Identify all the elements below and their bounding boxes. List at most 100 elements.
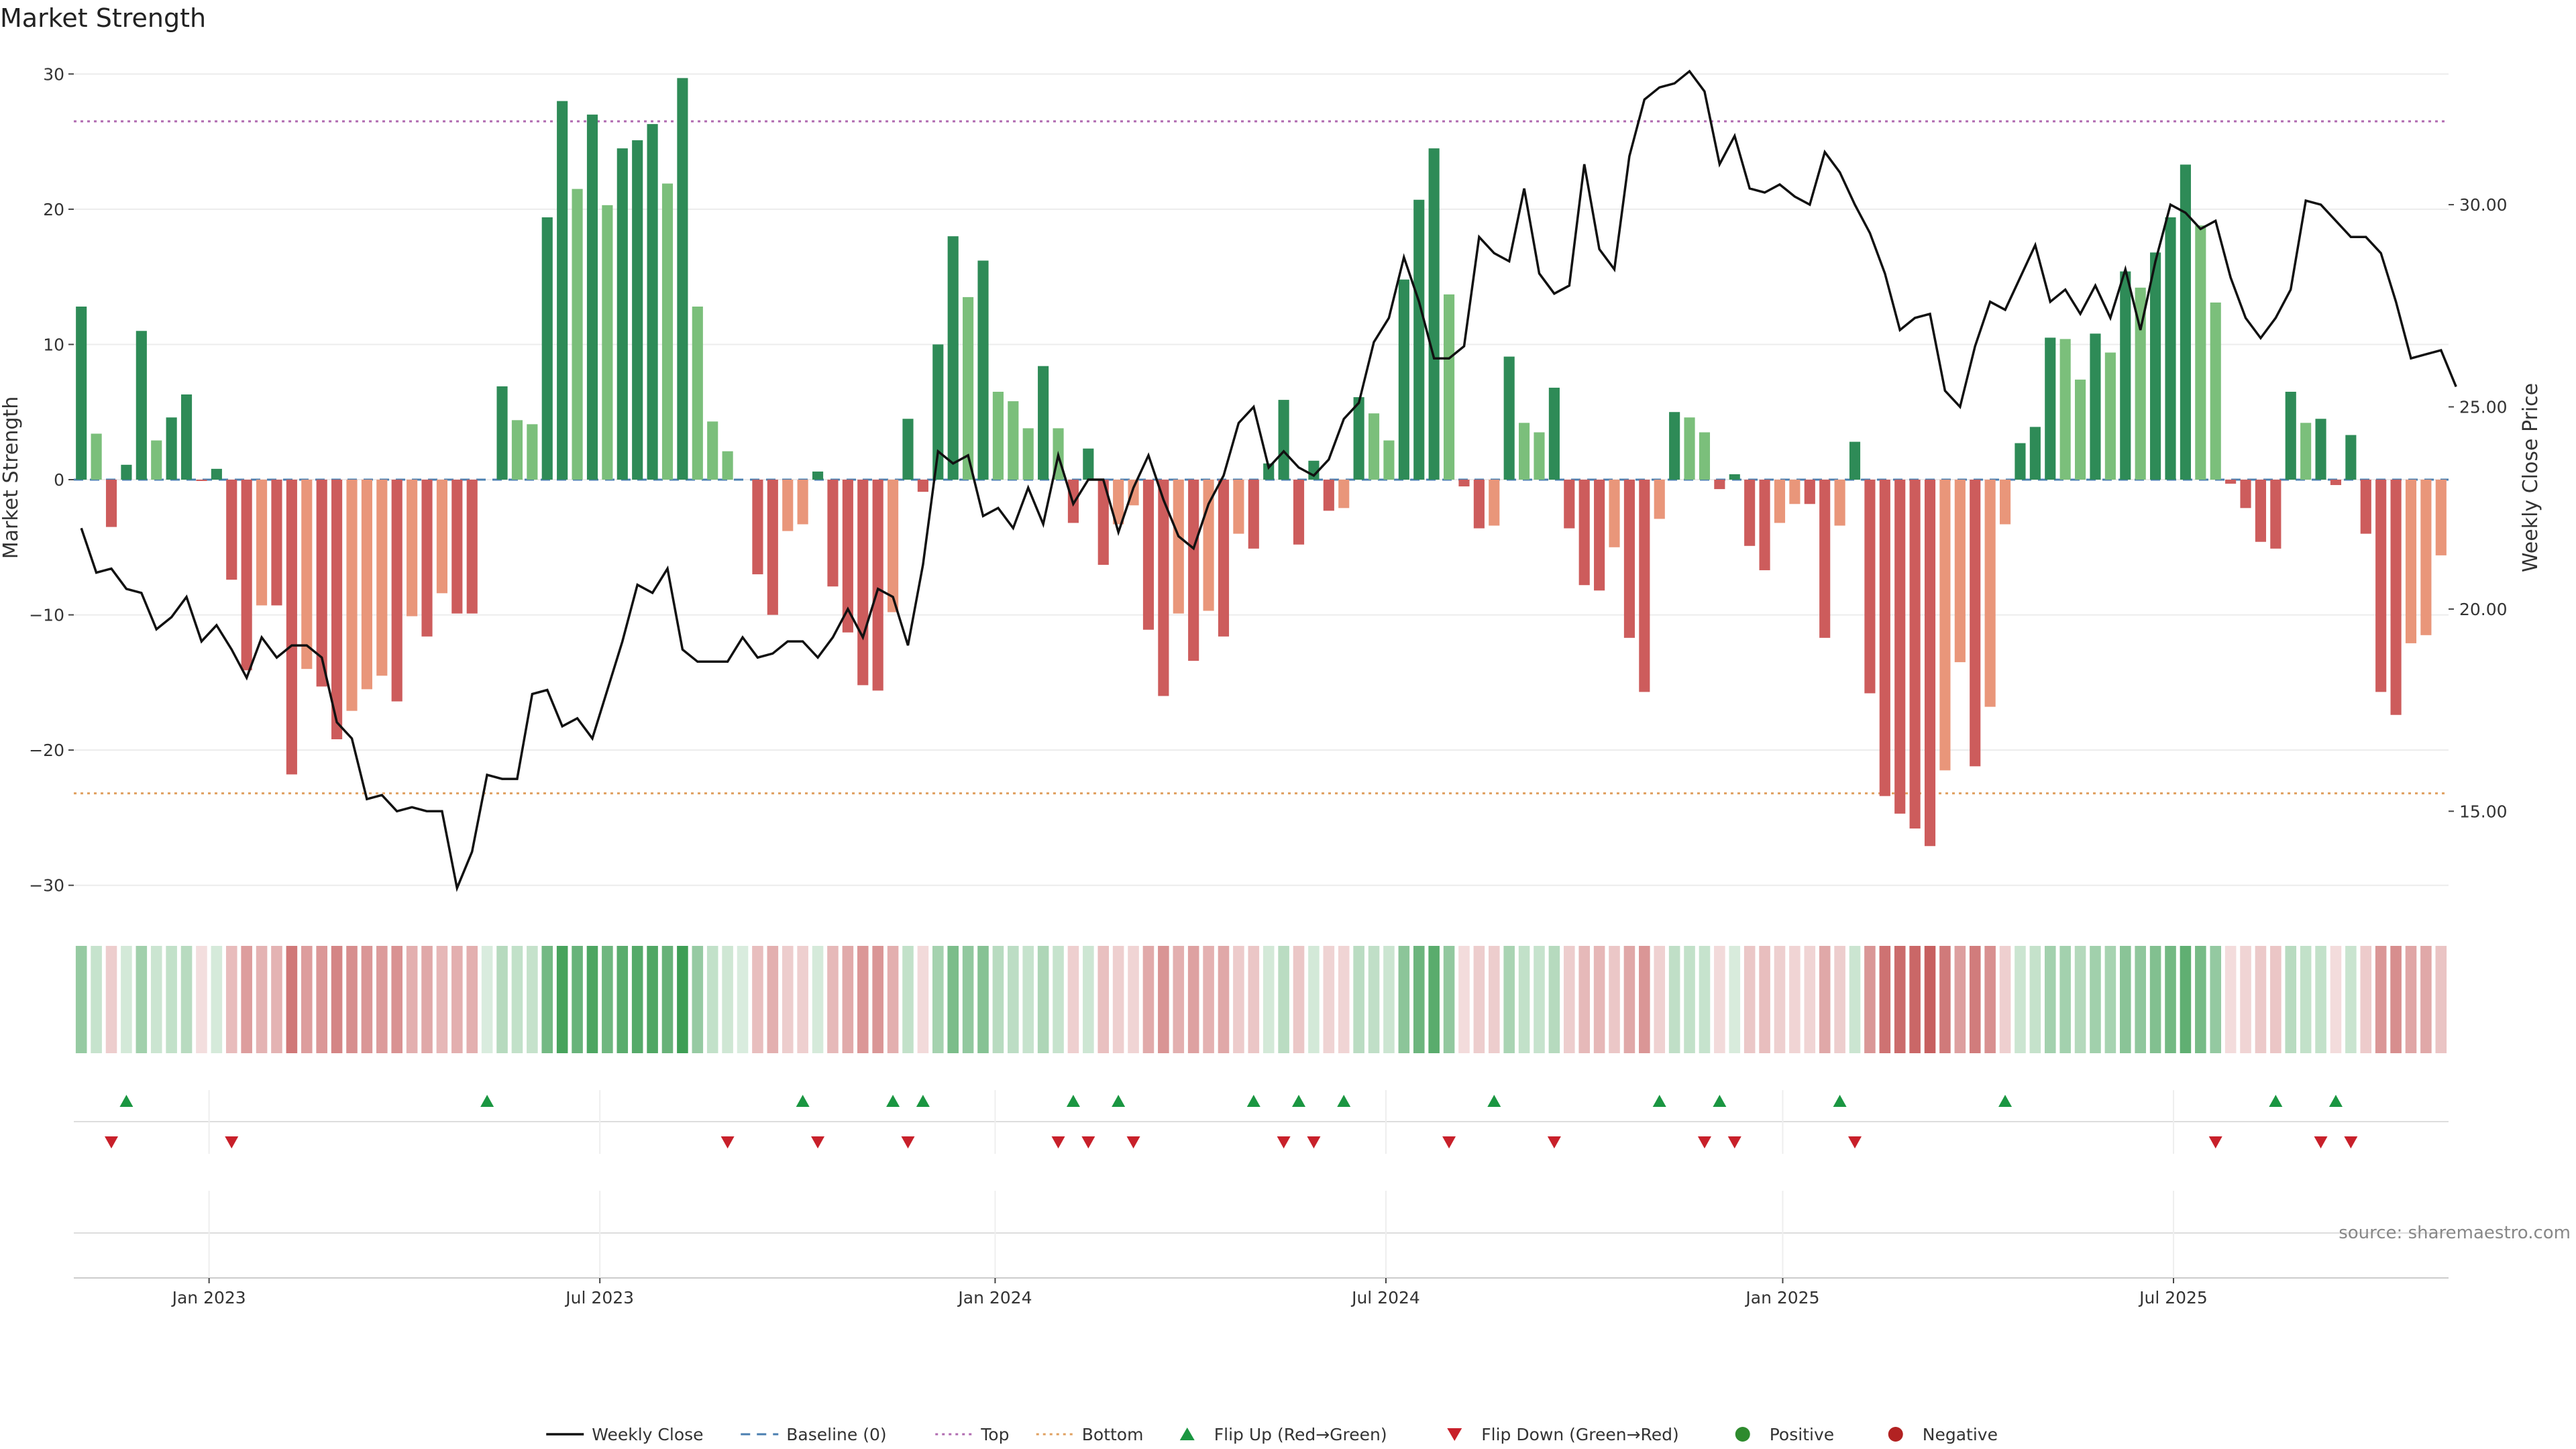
heat-cell: [556, 946, 568, 1053]
legend-item: Weekly Close: [546, 1425, 704, 1444]
strength-bar: [346, 480, 358, 711]
strength-bar: [1834, 480, 1845, 526]
heat-cell: [1894, 946, 1906, 1053]
strength-bar: [196, 480, 207, 482]
strength-bar: [632, 140, 643, 480]
heat-cell: [1864, 946, 1876, 1053]
heat-cell: [1128, 946, 1139, 1053]
heat-cell: [180, 946, 193, 1053]
legend-label: Flip Up (Red→Green): [1214, 1425, 1387, 1444]
strength-bar: [1323, 480, 1334, 511]
heat-cell: [511, 946, 523, 1053]
flip-up-marker: [1066, 1095, 1080, 1107]
legend-triangle-down-icon: [1447, 1428, 1462, 1441]
heat-cell: [1834, 946, 1845, 1053]
legend-item: Flip Down (Green→Red): [1447, 1425, 1679, 1444]
strength-bar: [361, 480, 372, 690]
strength-bar: [121, 464, 132, 480]
heat-cell: [1383, 946, 1395, 1053]
heat-cell: [917, 946, 929, 1053]
strength-bar: [2300, 423, 2312, 480]
right-tick-label: 20.00: [2459, 600, 2508, 619]
right-tick-label: 15.00: [2459, 802, 2508, 821]
flip-down-marker: [1442, 1136, 1456, 1148]
heat-cell: [1609, 946, 1620, 1053]
flip-up-marker: [1487, 1095, 1501, 1107]
strength-bar: [1353, 397, 1364, 480]
strength-bar: [527, 424, 538, 480]
strength-bar: [1428, 148, 1440, 480]
strength-bar: [872, 480, 883, 691]
strength-bar: [842, 480, 853, 633]
heat-cell: [1654, 946, 1666, 1053]
strength-bar: [1248, 480, 1259, 549]
strength-bar: [1278, 400, 1289, 480]
strength-bar: [1639, 480, 1650, 692]
strength-bar: [1609, 480, 1620, 547]
heat-cell: [647, 946, 658, 1053]
legend-item: Flip Up (Red→Green): [1179, 1425, 1387, 1444]
heat-cell: [586, 946, 598, 1053]
flip-up-marker: [1833, 1095, 1847, 1107]
strength-bar: [1383, 440, 1395, 480]
flip-down-marker: [1081, 1136, 1095, 1148]
heat-cell: [887, 946, 899, 1053]
heat-cell: [1473, 946, 1485, 1053]
heat-cell: [1263, 946, 1275, 1053]
strength-bar: [1218, 480, 1230, 637]
strength-bar: [1503, 356, 1515, 480]
heat-cell: [752, 946, 763, 1053]
legend-label: Positive: [1770, 1425, 1834, 1444]
strength-bar: [2330, 480, 2342, 486]
heat-cell: [136, 946, 148, 1053]
x-axis-ticks: Jan 2023 Jul 2023 Jan 2024 Jul 2024 Jan 2025…: [74, 1191, 2449, 1307]
strength-bar: [1894, 480, 1906, 814]
strength-bar: [1443, 294, 1455, 480]
strength-bar: [857, 480, 869, 686]
heat-cell: [2149, 946, 2161, 1053]
flip-up-marker: [1652, 1095, 1666, 1107]
heat-cell: [1924, 946, 1936, 1053]
strength-bar: [902, 419, 914, 480]
strength-bar: [661, 183, 674, 480]
strength-bar: [1458, 480, 1470, 487]
flip-up-marker: [1713, 1095, 1727, 1107]
strength-bar: [992, 391, 1004, 480]
flip-up-marker: [2269, 1095, 2283, 1107]
heat-cell: [2405, 946, 2417, 1053]
strength-bar: [105, 480, 117, 527]
strength-bar: [2165, 217, 2176, 480]
strength-bar: [827, 480, 839, 587]
heat-cell: [2420, 946, 2432, 1053]
strength-bar: [1699, 432, 1711, 480]
strength-bar: [331, 480, 343, 739]
left-tick-label: 10: [43, 335, 64, 354]
heat-cell: [1083, 946, 1094, 1053]
heat-cell: [2315, 946, 2326, 1053]
strength-bar: [2090, 333, 2101, 480]
heat-cell: [1308, 946, 1320, 1053]
legend-item: Negative: [1888, 1425, 1998, 1444]
heat-cell: [1428, 946, 1440, 1053]
heat-cell: [737, 946, 749, 1053]
heat-cell: [602, 946, 613, 1053]
heat-cell: [150, 946, 162, 1053]
heat-cell: [256, 946, 268, 1053]
flip-up-marker: [1337, 1095, 1351, 1107]
strength-bar: [2435, 480, 2447, 555]
strength-bar: [91, 433, 102, 480]
strength-bar: [797, 480, 808, 525]
heat-cell: [797, 946, 808, 1053]
heat-cell: [1849, 946, 1861, 1053]
flip-up-marker: [2328, 1095, 2343, 1107]
heat-cell: [2120, 946, 2131, 1053]
heat-cell: [1699, 946, 1711, 1053]
legend-triangle-up-icon: [1179, 1428, 1195, 1440]
heat-cell: [2255, 946, 2267, 1053]
heat-cell: [1593, 946, 1605, 1053]
heat-cell: [1338, 946, 1350, 1053]
strength-bar: [1804, 480, 1815, 504]
heat-cell: [1759, 946, 1770, 1053]
strength-bar: [1744, 480, 1756, 546]
strength-bar: [1954, 480, 1966, 663]
